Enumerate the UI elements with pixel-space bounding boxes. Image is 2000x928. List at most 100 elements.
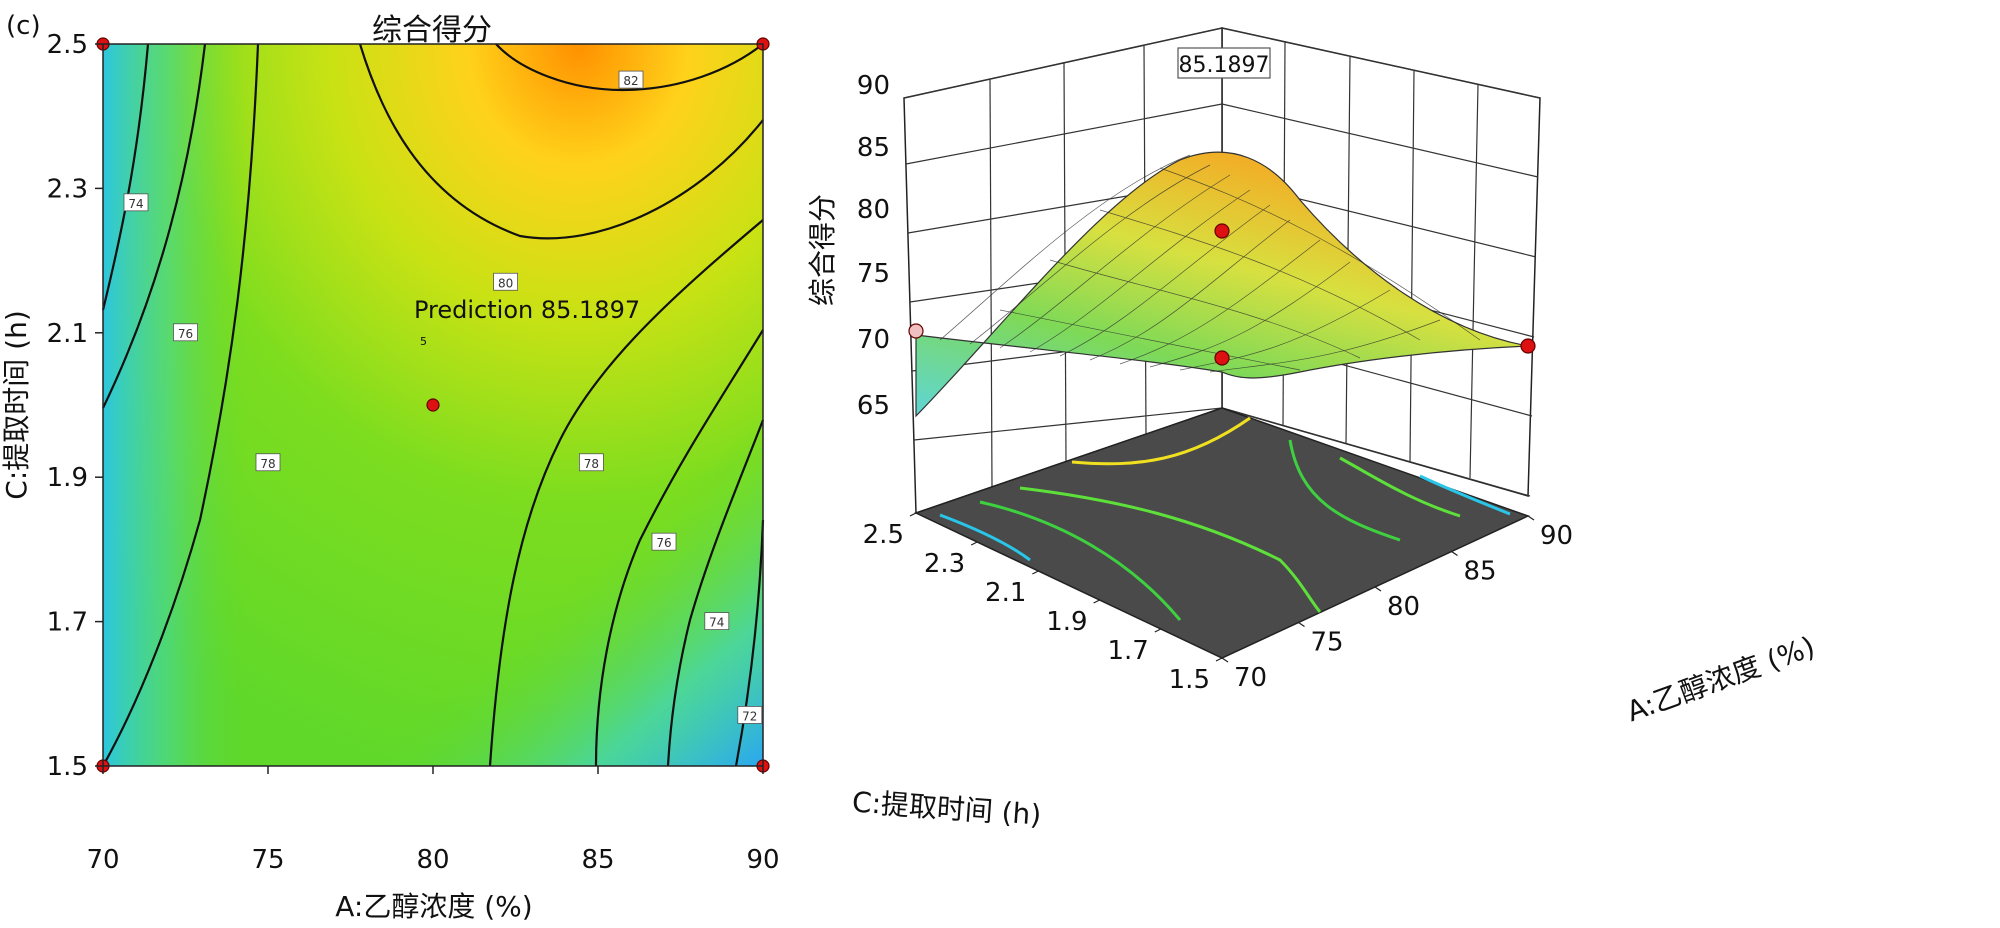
contour-y-tick-label: 1.5 (47, 752, 88, 782)
contour-label-box (651, 532, 677, 551)
surface-design-point (1214, 350, 1230, 366)
surface-z-tick-label: 90 (857, 71, 890, 101)
contour-label-box (618, 70, 644, 89)
surface-mesh-lines (939, 154, 1481, 373)
contour-plot: (c) 综合得分 74 76 78 80 82 78 76 74 72 Prediction 8… (0, 11, 780, 923)
contour-line-80-top (358, 43, 764, 240)
contour-label-box (255, 453, 281, 472)
surface-y-tick-label: 1.5 (1169, 665, 1210, 695)
contour-x-tick-label: 80 (416, 845, 449, 875)
surface-y-tick-mark (1093, 599, 1100, 604)
design-point-number: 5 (420, 335, 427, 348)
prediction-label: Prediction 85.1897 (414, 296, 640, 324)
surface-y-tick-label: 1.7 (1107, 636, 1148, 666)
contour-label: 74 (128, 197, 143, 211)
surface-design-point (908, 323, 924, 339)
contour-x-tick-label: 70 (86, 845, 119, 875)
contour-label-box (737, 706, 763, 724)
contour-x-tick-label: 85 (581, 845, 614, 875)
floor-contour-green-3 (1288, 439, 1401, 542)
contour-y-tick-label: 2.1 (47, 319, 88, 349)
surface-y-tick-label: 2.1 (985, 578, 1026, 608)
contour-label-box (173, 323, 198, 342)
surface-annotation-box (1177, 47, 1271, 79)
surface-y-tick-mark (909, 512, 917, 517)
contour-label: 80 (498, 276, 513, 290)
floor-contours (939, 416, 1511, 621)
surface-x-tick-mark (1298, 622, 1305, 627)
surface-x-tick-label: 75 (1311, 628, 1344, 658)
contour-line-76-left (102, 43, 207, 409)
contour-y-tick-label: 2.3 (47, 174, 88, 204)
surface-y-tick-label: 2.5 (863, 520, 904, 550)
surface-y-tick-mark (1154, 628, 1162, 633)
surface-y-axis: 2.5 2.3 2.1 1.9 1.7 1.5 (863, 512, 1223, 695)
contour-x-axis-label: A:乙醇浓度 (%) (335, 890, 532, 923)
floor-contour-cyan-left (939, 513, 1031, 562)
floor-contour-green-4 (1339, 456, 1461, 518)
contour-design-point (426, 398, 440, 412)
surface-x-tick-mark (1221, 657, 1229, 663)
surface-z-tick-label: 70 (857, 325, 890, 355)
contour-label-box (493, 272, 519, 291)
response-surface (915, 151, 1529, 418)
floor-contour-green-2 (979, 500, 1182, 621)
surface-z-tick-label: 85 (857, 133, 890, 163)
contour-line-74-right (666, 419, 765, 767)
contour-y-axis: 1.5 1.7 1.9 2.1 2.3 2.5 (47, 30, 103, 782)
contour-label-box (579, 453, 604, 472)
contour-label-box (704, 612, 730, 630)
floor-contour-cyan-right (1419, 474, 1511, 516)
surface-z-axis-label: 综合得分 (806, 194, 839, 306)
surface-annotation: 85.1897 (1179, 53, 1270, 78)
surface-y-axis-label: C:提取时间 (h) (851, 785, 1042, 831)
surface-x-tick-mark (1374, 586, 1382, 592)
surface-x-tick-mark (1527, 515, 1535, 521)
contour-labels: 74 76 78 80 82 78 76 74 72 (123, 70, 763, 724)
surface-design-point (1520, 338, 1536, 354)
surface-x-tick-label: 90 (1540, 521, 1573, 551)
contour-line-76-right (594, 329, 764, 767)
contour-y-tick-label: 1.9 (47, 463, 88, 493)
surface-y-tick-mark (970, 541, 978, 546)
contour-x-tick-label: 90 (746, 845, 779, 875)
contour-label: 72 (742, 709, 757, 723)
floor-contour-green-1 (1019, 486, 1322, 613)
contour-y-tick-label: 2.5 (47, 30, 88, 60)
surface-design-point (1214, 223, 1230, 239)
panel-label: (c) (6, 11, 41, 41)
surface-design-points (908, 223, 1536, 366)
floor-contour-yellow (1071, 416, 1251, 466)
contour-title: 综合得分 (372, 13, 492, 48)
surface-x-tick-label: 85 (1464, 557, 1497, 587)
contour-plot-area: 74 76 78 80 82 78 76 74 72 Prediction 85.1897 5 (96, 37, 770, 773)
contour-line-78-right (488, 219, 764, 767)
surface-z-axis: 65 70 75 80 85 90 (857, 71, 890, 421)
contour-x-tick-label: 75 (251, 845, 284, 875)
contour-x-axis: 70 75 80 85 90 (86, 766, 780, 875)
contour-line-72-right (734, 519, 765, 767)
surface-x-axis: 70 75 80 85 90 (1221, 515, 1573, 693)
contour-label-box (123, 193, 149, 212)
contour-label: 78 (584, 457, 599, 471)
surface-y-tick-label: 1.9 (1046, 607, 1087, 637)
contour-label: 82 (623, 74, 638, 88)
surface-x-tick-label: 80 (1387, 592, 1420, 622)
contour-y-tick-label: 1.7 (47, 608, 88, 638)
contour-line-78-left (102, 43, 260, 767)
surface-y-tick-mark (1215, 657, 1223, 662)
contour-lines (101, 43, 765, 767)
contour-label: 76 (178, 327, 193, 341)
contour-line-82-top (495, 43, 764, 92)
surface-z-tick-label: 75 (857, 259, 890, 289)
contour-label: 78 (260, 457, 275, 471)
wall-grid (903, 27, 1541, 497)
surface-x-axis-label: A:乙醇浓度 (%) (1622, 630, 1819, 729)
surface-x-tick-mark (1451, 551, 1458, 556)
surface-z-tick-label: 80 (857, 195, 890, 225)
contour-y-axis-label: C:提取时间 (h) (0, 310, 33, 499)
contour-label: 76 (656, 536, 671, 550)
surface-y-tick-label: 2.3 (924, 549, 965, 579)
